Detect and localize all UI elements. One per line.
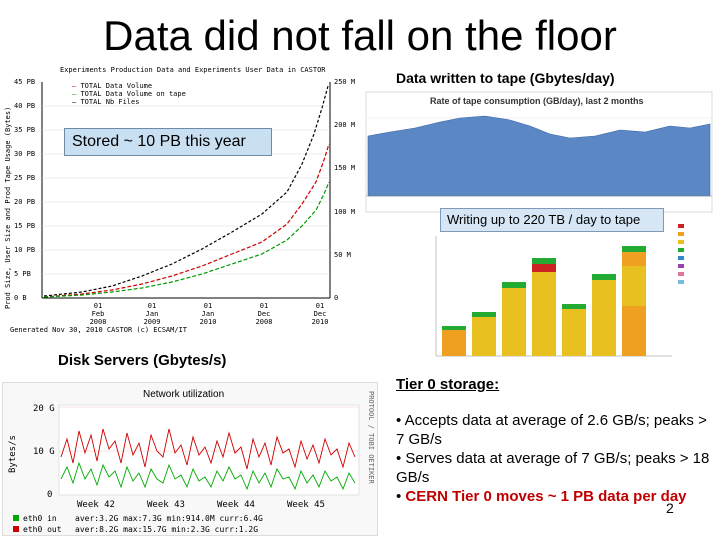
legend-item-total-volume: — TOTAL Data Volume [72,82,153,90]
castor-plot [41,82,331,299]
castor-x-tick: 01 Dec 2010 [311,302,329,326]
bar-4-red [532,264,556,272]
castor-right-tick: 150 M [334,164,356,173]
tier0-text-block: Tier 0 storage: • Accepts data at averag… [392,372,710,538]
castor-right-tick: 250 M [334,78,356,86]
legend-item-volume-tape: — TOTAL Data Volume on tape [72,90,186,98]
bar-1-mid [442,326,466,330]
page-number: 2 [666,500,674,516]
bar-4-top [532,258,556,264]
network-x-tick-week44: Week 44 [217,500,255,510]
castor-chart-footer: Generated Nov 30, 2010 CASTOR (c) ECSAM/… [10,326,188,334]
castor-x-tick: 01 Jan 2009 [143,302,161,326]
network-plot: Network utilization Bytes/s 20 G 10 G 0 … [8,389,375,534]
legend-eth0-in-stats: aver:3.2G max:7.3G min:914.0M curr:6.4G [75,514,263,523]
castor-y-tick: 25 PB [14,174,36,182]
castor-y-tick: 5 PB [14,270,31,278]
bar-7-mid [622,266,646,306]
tape-chart-title: Rate of tape consumption (GB/day), last … [430,96,644,106]
legend-eth0-out-stats: aver:8.2G max:15.7G min:2.3G curr:1.2G [75,525,258,534]
bar-1-base [442,328,466,356]
disk-chart-label: Disk Servers (Gbytes/s) [58,352,227,369]
bar-7-top [622,246,646,252]
series-eth0-out [60,428,356,470]
tier0-bullet-serves: • Serves data at average of 7 GB/s; peak… [396,450,710,486]
network-x-tick-week45: Week 45 [287,500,325,510]
bar-2-base [472,316,496,356]
network-y-tick-20g: 20 G [33,404,55,414]
bar-6-base [592,280,616,356]
series-eth0-in [60,461,356,491]
castor-right-tick: 200 M [334,121,356,130]
tier0-heading: Tier 0 storage: [396,376,500,393]
series-nb-files [43,85,329,297]
castor-right-tick: 50 M [334,250,351,259]
network-chart-title: Network utilization [143,389,224,400]
legend-eth0-in-name: eth0 in [23,514,57,523]
castor-chart-header: Experiments Production Data and Experime… [60,66,326,74]
castor-x-tick: 01 Jan 2010 [199,302,217,326]
writing-callout: Writing up to 220 TB / day to tape [440,208,664,232]
tier0-bullet-moves-text: CERN Tier 0 moves ~ 1 PB data per day [405,488,687,505]
network-utilization-chart: Network utilization Bytes/s 20 G 10 G 0 … [2,382,378,536]
bar-5-base [562,308,586,356]
castor-y-tick: 30 PB [14,150,36,158]
network-x-tick-week43: Week 43 [147,500,185,510]
stored-callout: Stored ~ 10 PB this year [64,128,272,156]
bar-4-base [532,272,556,356]
tier0-bullets: • Accepts data at average of 2.6 GB/s; p… [396,411,710,506]
legend-item-nb-files: — TOTAL Nb Files [72,98,140,106]
bar-3-top [502,282,526,288]
castor-y-tick: 40 PB [14,102,36,110]
network-y-label: Bytes/s [8,435,18,473]
castor-y-tick: 20 PB [14,198,36,206]
castor-y-tick: 0 B [14,294,27,302]
castor-volume-chart: Experiments Production Data and Experime… [2,64,362,336]
network-side-text: PROTOOL / TOBI OETIKER [367,391,375,485]
bar-5-top [562,304,586,309]
castor-y-tick: 10 PB [14,246,36,254]
tape-chart-label: Data written to tape (Gbytes/day) [396,70,615,86]
network-y-tick-10g: 10 G [33,447,55,457]
series-volume-tape [43,181,330,298]
tape-consumption-chart: Rate of tape consumption (GB/day), last … [365,91,713,213]
network-x-tick-week42: Week 42 [77,500,115,510]
legend-eth0-out-name: eth0 out [23,525,62,534]
bar-6-top [592,274,616,280]
castor-y-tick: 15 PB [14,222,36,230]
tape-consumption-area [367,115,711,197]
stacked-legend [678,224,684,284]
series-total-volume [43,143,330,298]
castor-x-tick: 01 Dec 2008 [255,302,273,326]
bar-2-top [472,312,496,317]
slide-title: Data did not fall on the floor [103,12,617,59]
tape-stacked-chart [435,224,684,357]
castor-y-tick: 45 PB [14,78,36,86]
castor-chart-legend: — TOTAL Data Volume — TOTAL Data Volume … [72,82,186,106]
castor-right-tick: 0 [334,294,339,302]
castor-y-tick: 35 PB [14,126,36,134]
bar-3-base [502,288,526,356]
castor-x-tick: 01 Feb 2008 [89,302,107,326]
network-y-tick-0: 0 [47,490,52,500]
tier0-bullet-accepts: • Accepts data at average of 2.6 GB/s; p… [396,412,707,448]
stacked-bars [442,246,646,356]
castor-right-tick: 100 M [334,207,356,216]
tier0-bullet-moves: • CERN Tier 0 moves ~ 1 PB data per day [396,488,687,505]
